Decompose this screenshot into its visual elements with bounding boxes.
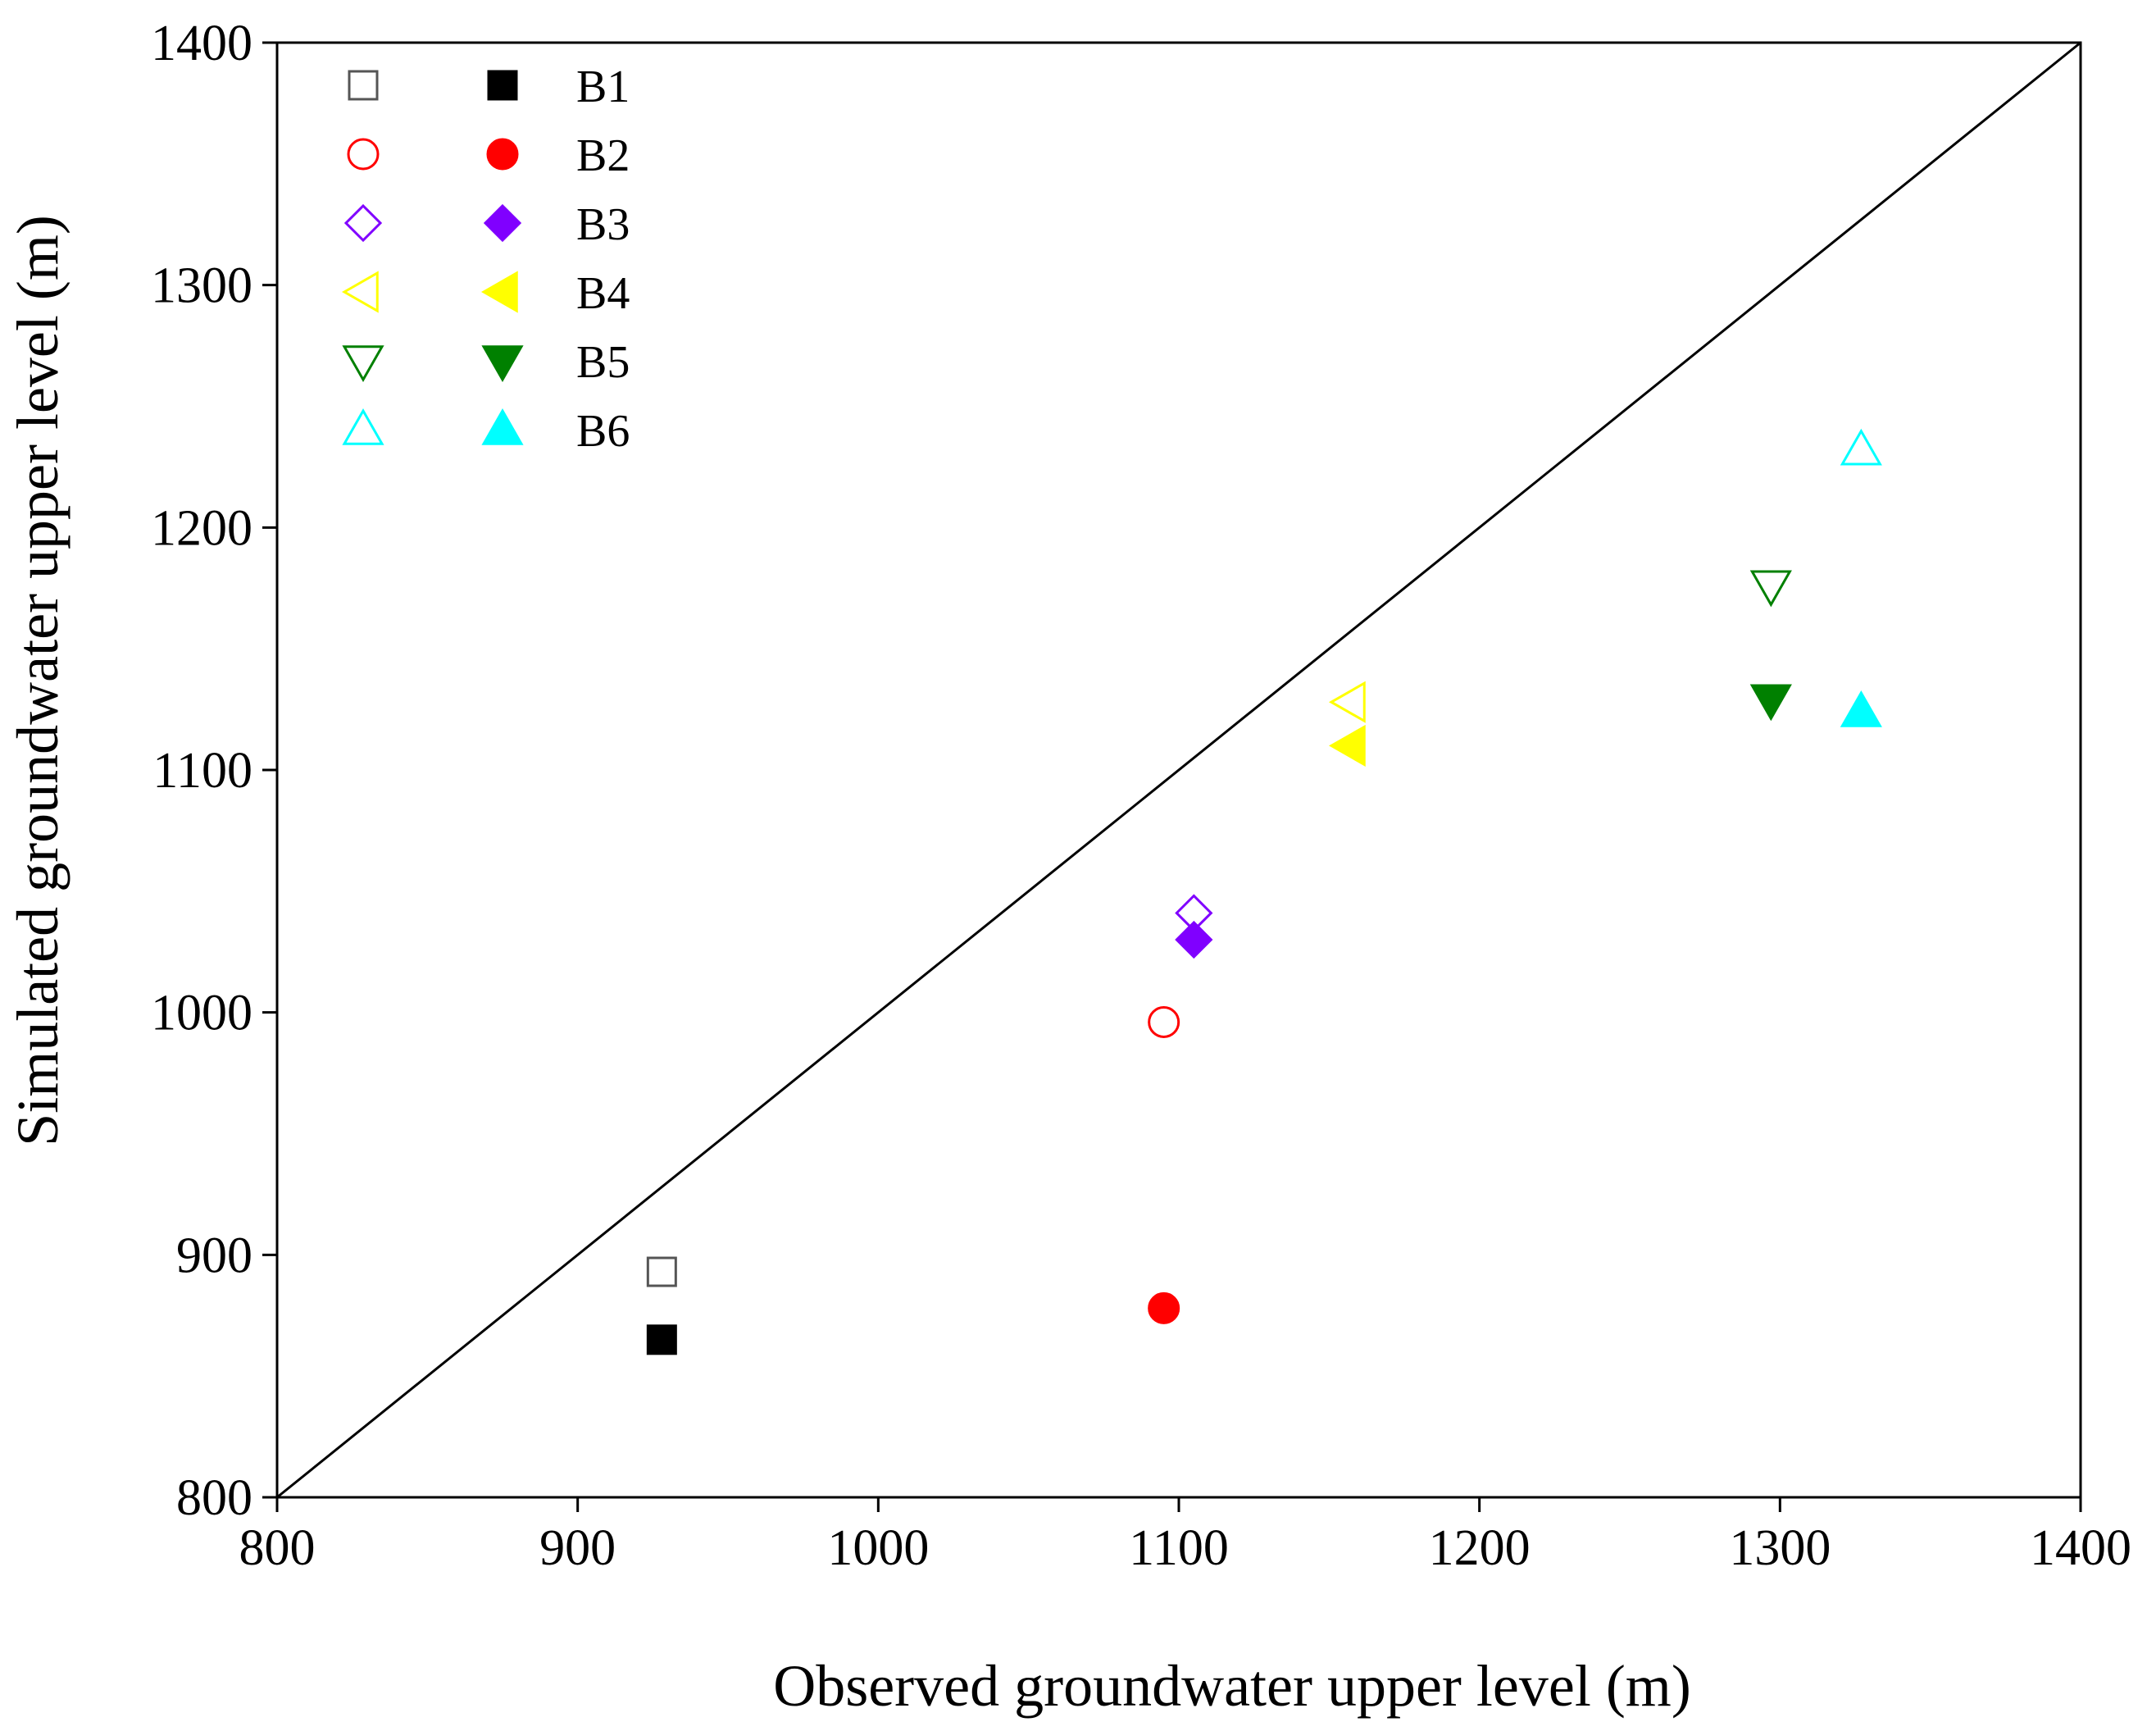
legend-marker-b3-filled bbox=[483, 203, 522, 243]
point-b3-filled bbox=[1175, 920, 1213, 959]
point-b5-open bbox=[1749, 570, 1792, 608]
x-tick-label: 1400 bbox=[2030, 1520, 2131, 1576]
point-b6-open bbox=[1840, 428, 1882, 466]
legend-marker-b4-open bbox=[341, 271, 379, 313]
x-tick-label: 1100 bbox=[1129, 1520, 1229, 1576]
y-tick-label: 1000 bbox=[151, 986, 252, 1041]
point-b2-filled bbox=[1148, 1291, 1180, 1324]
legend-label-b1: B1 bbox=[576, 61, 630, 112]
y-axis: 800 900 1000 1100 1200 1300 1400 bbox=[151, 16, 277, 1526]
y-tick-label: 800 bbox=[176, 1470, 252, 1526]
legend-marker-b2-open bbox=[347, 138, 380, 171]
legend-marker-b6-filled bbox=[481, 408, 524, 445]
x-tick-label: 1200 bbox=[1429, 1520, 1531, 1576]
point-b4-open bbox=[1328, 681, 1366, 723]
legend-label-b4: B4 bbox=[576, 268, 630, 319]
point-b1-open bbox=[646, 1256, 677, 1287]
legend-label-b5: B5 bbox=[576, 337, 630, 388]
y-tick-label: 1300 bbox=[151, 258, 252, 314]
x-axis-label: Observed groundwater upper level (m) bbox=[773, 1653, 1691, 1719]
point-b1-filled bbox=[646, 1324, 677, 1355]
legend-marker-b2-filled bbox=[486, 138, 519, 171]
legend-label-b2: B2 bbox=[576, 130, 630, 181]
y-tick-label: 1400 bbox=[151, 16, 252, 71]
x-tick-label: 900 bbox=[539, 1520, 616, 1576]
y-tick-label: 1200 bbox=[151, 500, 252, 556]
point-b5-filled bbox=[1749, 684, 1792, 722]
legend-marker-b5-filled bbox=[481, 345, 524, 383]
legend-marker-b1-open bbox=[348, 70, 379, 101]
y-tick-label: 900 bbox=[176, 1228, 252, 1283]
legend-marker-b1-filled bbox=[487, 70, 518, 101]
legend-marker-b6-open bbox=[342, 408, 384, 445]
legend-label-b3: B3 bbox=[576, 199, 630, 250]
point-b4-filled bbox=[1328, 724, 1366, 768]
reference-line-group bbox=[276, 41, 2081, 1499]
x-tick-label: 1300 bbox=[1729, 1520, 1831, 1576]
x-axis: 800 900 1000 1100 1200 1300 1400 bbox=[239, 1497, 2131, 1576]
point-b2-open bbox=[1148, 1005, 1180, 1038]
legend-marker-b5-open bbox=[342, 345, 384, 383]
legend-marker-b4-filled bbox=[480, 271, 518, 313]
x-tick-label: 1000 bbox=[827, 1520, 929, 1576]
y-axis-label: Simulated groundwater upper level (m) bbox=[5, 215, 71, 1146]
legend: B1 B2 B3 B4 B5 B6 bbox=[341, 61, 630, 457]
x-tick-label: 800 bbox=[239, 1520, 316, 1576]
point-b6-filled bbox=[1840, 690, 1882, 727]
data-points bbox=[646, 428, 1882, 1355]
y-tick-label: 1100 bbox=[152, 743, 252, 799]
one-to-one-line bbox=[276, 41, 2081, 1499]
legend-label-b6: B6 bbox=[576, 406, 630, 457]
legend-marker-b3-open bbox=[343, 203, 383, 243]
